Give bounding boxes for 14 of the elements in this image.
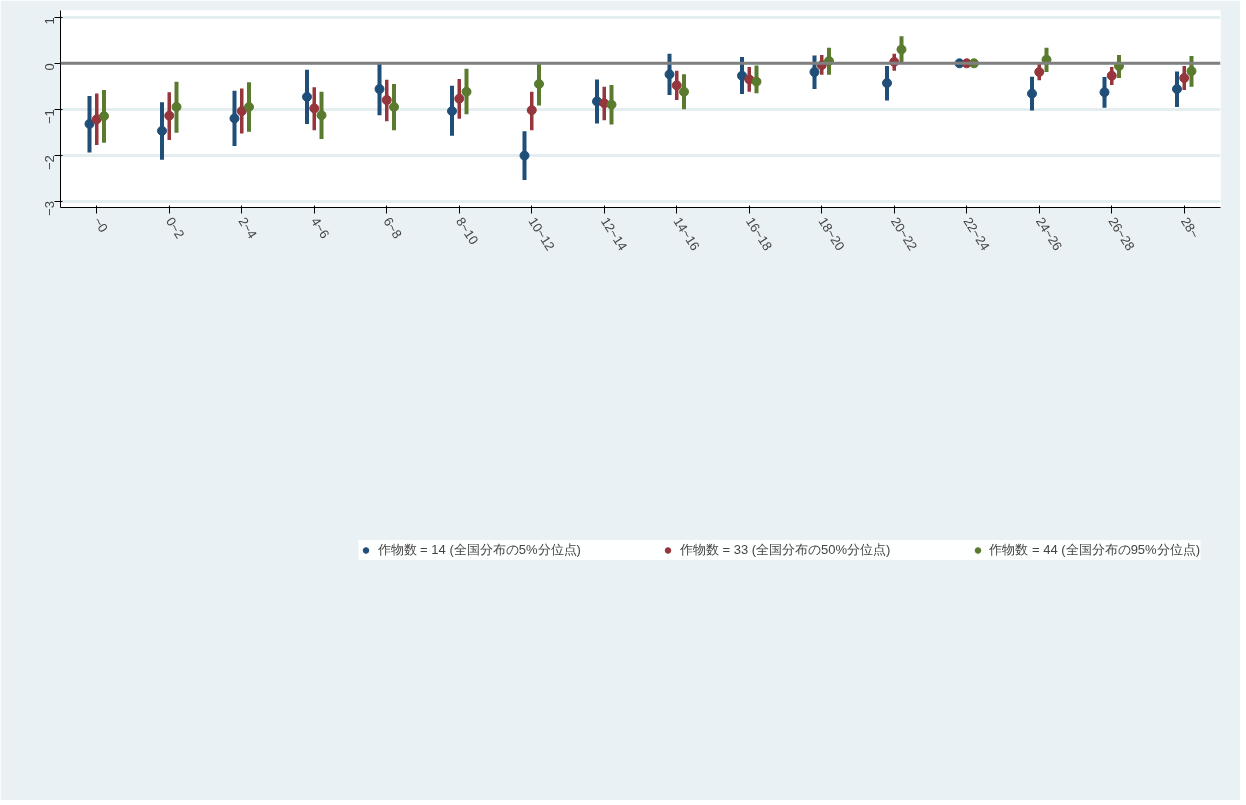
x-tick-label: 4~6 <box>307 214 333 242</box>
legend-label: 作物数 = 33 (全国分布の50%分位点) <box>679 541 891 559</box>
x-tick-label: ~0 <box>90 214 112 236</box>
y-tick-label: 1 <box>42 17 57 25</box>
legend-label: 作物数 = 14 (全国分布の5%分位点) <box>377 541 581 559</box>
y-tick-label: 0 <box>42 63 57 71</box>
x-tick-label: 6~8 <box>380 214 405 242</box>
legend-label: 作物数 = 44 (全国分布の95%分位点) <box>989 541 1200 559</box>
x-tick-label: 28~ <box>1177 214 1203 242</box>
y-tick-label: −1 <box>42 109 57 125</box>
x-tick-label: 2~4 <box>235 214 260 242</box>
y-tick-label: −2 <box>42 155 57 170</box>
x-tick-label: 0~2 <box>162 214 188 242</box>
y-tick-label: −3 <box>42 201 57 216</box>
